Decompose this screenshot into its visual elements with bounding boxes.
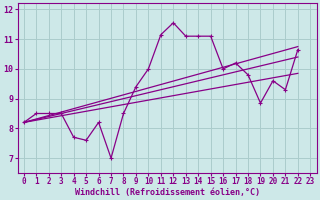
X-axis label: Windchill (Refroidissement éolien,°C): Windchill (Refroidissement éolien,°C) bbox=[75, 188, 260, 197]
